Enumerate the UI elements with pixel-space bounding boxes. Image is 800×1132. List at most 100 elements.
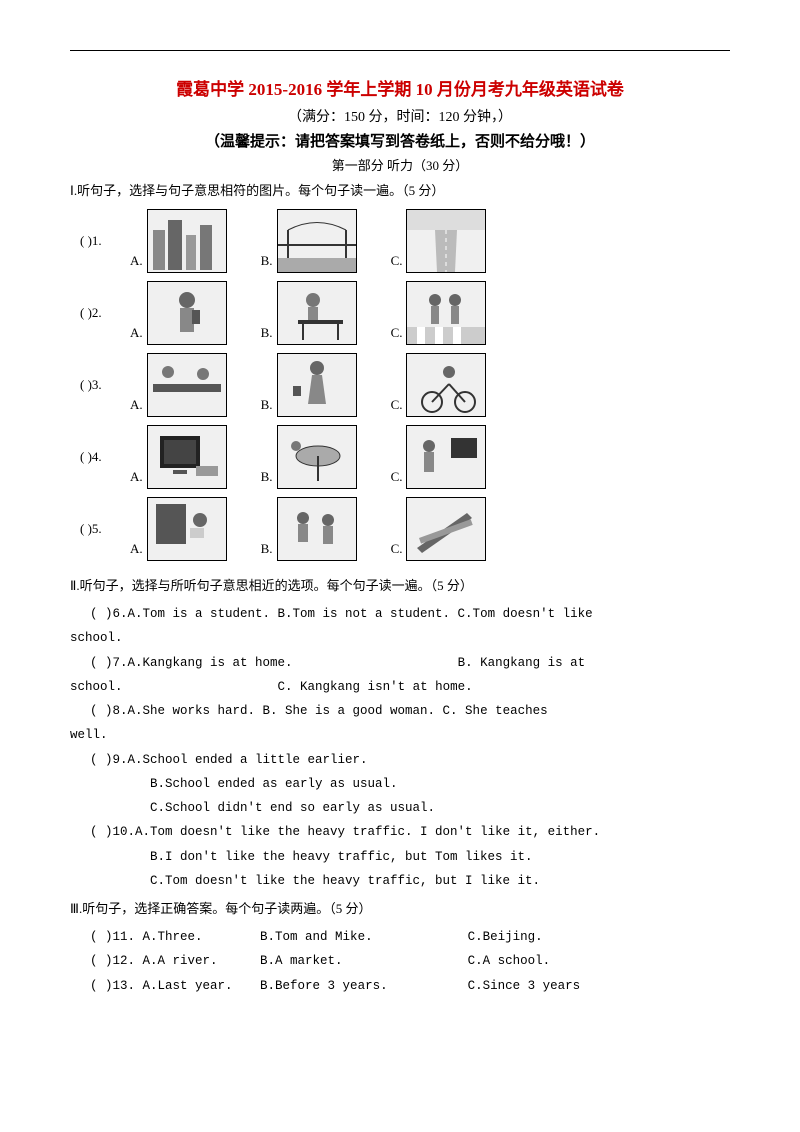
option-c: C.	[391, 209, 487, 273]
exam-page: 霞葛中学 2015-2016 学年上学期 10 月份月考九年级英语试卷 （满分：…	[0, 0, 800, 1030]
q11-c: C.Beijing.	[468, 927, 543, 948]
thumb-boy-holding-picture	[147, 497, 227, 561]
options: A. B. C.	[130, 497, 486, 561]
q13: ( )13. A.Last year. B.Before 3 years. C.…	[70, 976, 730, 997]
q8-cont: well.	[70, 725, 730, 746]
q9-b: B.School ended as early as usual.	[70, 774, 730, 795]
opt-label: C.	[391, 469, 403, 485]
q9-line: ( )9.A.School ended a little earlier.	[70, 750, 730, 771]
opt-label: B.	[261, 253, 273, 269]
part-label: 第一部分 听力（30 分）	[70, 155, 730, 174]
thumb-satellite-dish	[277, 425, 357, 489]
top-divider	[70, 50, 730, 51]
opt-label: A.	[130, 253, 143, 269]
q11-a: A.Three.	[143, 927, 253, 948]
thumb-student-desk	[277, 281, 357, 345]
q8-line: ( )8.A.She works hard. B. She is a good …	[70, 701, 730, 722]
option-c: C.	[391, 281, 487, 345]
q7-line: ( )7.A.Kangkang is at home. B. Kangkang …	[70, 653, 730, 674]
row-paren: ( )4.	[70, 449, 130, 465]
q13-b: B.Before 3 years.	[260, 976, 460, 997]
opt-label: C.	[391, 397, 403, 413]
option-b: B.	[261, 281, 357, 345]
q12-b: B.A market.	[260, 951, 460, 972]
picture-row-2: ( )2. A. B. C.	[70, 281, 730, 345]
picture-row-5: ( )5. A. B. C.	[70, 497, 730, 561]
options: A. B. C.	[130, 281, 486, 345]
score-time-line: （满分：150 分，时间：120 分钟，）	[70, 106, 730, 126]
q13-a: A.Last year.	[143, 976, 253, 997]
opt-label: A.	[130, 397, 143, 413]
options: A. B. C.	[130, 209, 486, 273]
page-title: 霞葛中学 2015-2016 学年上学期 10 月份月考九年级英语试卷	[70, 75, 730, 100]
q9-c: C.School didn't end so early as usual.	[70, 798, 730, 819]
picture-row-1: ( )1. A. B. C.	[70, 209, 730, 273]
row-paren: ( )3.	[70, 377, 130, 393]
option-a: A.	[130, 209, 227, 273]
option-a: A.	[130, 497, 227, 561]
option-a: A.	[130, 425, 227, 489]
option-b: B.	[261, 353, 357, 417]
q10-line: ( )10.A.Tom doesn't like the heavy traff…	[70, 822, 730, 843]
q7-b: B. Kangkang is at	[458, 656, 586, 670]
q13-c: C.Since 3 years	[468, 976, 581, 997]
q7-c: C. Kangkang isn't at home.	[278, 680, 473, 694]
opt-label: A.	[130, 469, 143, 485]
opt-label: B.	[261, 325, 273, 341]
q11: ( )11. A.Three. B.Tom and Mike. C.Beijin…	[70, 927, 730, 948]
section3-head: Ⅲ.听句子，选择正确答案。每个句子读两遍。（5 分）	[70, 898, 730, 917]
thumb-woman-walking	[277, 353, 357, 417]
q12-c: C.A school.	[468, 951, 551, 972]
picture-row-4: ( )4. A. B. C.	[70, 425, 730, 489]
q10-b: B.I don't like the heavy traffic, but To…	[70, 847, 730, 868]
row-paren: ( )5.	[70, 521, 130, 537]
q12-a: A.A river.	[143, 951, 253, 972]
q10-c: C.Tom doesn't like the heavy traffic, bu…	[70, 871, 730, 892]
q7-a: ( )7.A.Kangkang is at home.	[90, 656, 293, 670]
options: A. B. C.	[130, 425, 486, 489]
thumb-person-tv	[406, 425, 486, 489]
q7-cont-line: school. C. Kangkang isn't at home.	[70, 677, 730, 698]
option-c: C.	[391, 425, 487, 489]
opt-label: A.	[130, 325, 143, 341]
section1-head: Ⅰ.听句子，选择与句子意思相符的图片。每个句子读一遍。（5 分）	[70, 180, 730, 199]
opt-label: B.	[261, 397, 273, 413]
section2-head: Ⅱ.听句子，选择与所听句子意思相近的选项。每个句子读一遍。（5 分）	[70, 575, 730, 594]
q6-cont: school.	[70, 628, 730, 649]
option-b: B.	[261, 209, 357, 273]
option-b: B.	[261, 425, 357, 489]
thumb-bridge	[277, 209, 357, 273]
opt-label: C.	[391, 541, 403, 557]
row-paren: ( )2.	[70, 305, 130, 321]
thumb-highway	[406, 209, 486, 273]
q13-n: ( )13.	[90, 979, 135, 993]
thumb-two-children-crosswalk	[406, 281, 486, 345]
thumb-computer-monitor	[147, 425, 227, 489]
warning-line: （温馨提示：请把答案填写到答卷纸上，否则不给分哦！）	[70, 130, 730, 151]
opt-label: C.	[391, 325, 403, 341]
option-a: A.	[130, 353, 227, 417]
option-b: B.	[261, 497, 357, 561]
q11-n: ( )11.	[90, 930, 135, 944]
thumb-cyclist	[406, 353, 486, 417]
option-c: C.	[391, 353, 487, 417]
opt-label: B.	[261, 541, 273, 557]
thumb-pen-ruler	[406, 497, 486, 561]
thumb-girl-backpack	[147, 281, 227, 345]
thumb-counter-people	[147, 353, 227, 417]
thumb-children-playing	[277, 497, 357, 561]
q12-n: ( )12.	[90, 954, 135, 968]
q7-cont: school.	[70, 680, 123, 694]
row-paren: ( )1.	[70, 233, 130, 249]
picture-questions: ( )1. A. B. C. ( )2.	[70, 209, 730, 561]
option-a: A.	[130, 281, 227, 345]
opt-label: B.	[261, 469, 273, 485]
option-c: C.	[391, 497, 487, 561]
q6-line: ( )6.A.Tom is a student. B.Tom is not a …	[70, 604, 730, 625]
picture-row-3: ( )3. A. B. C.	[70, 353, 730, 417]
opt-label: C.	[391, 253, 403, 269]
options: A. B. C.	[130, 353, 486, 417]
opt-label: A.	[130, 541, 143, 557]
q12: ( )12. A.A river. B.A market. C.A school…	[70, 951, 730, 972]
thumb-city-buildings	[147, 209, 227, 273]
